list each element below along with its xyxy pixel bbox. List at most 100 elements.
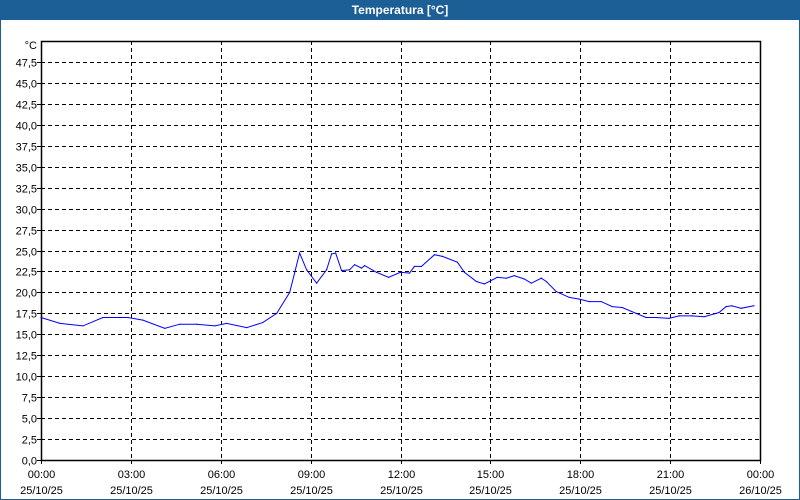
y-tick-label: 7,5 (22, 393, 37, 405)
data-point (246, 326, 248, 329)
y-tick-label: 20,0 (16, 288, 37, 300)
data-point (179, 323, 181, 325)
data-point (463, 271, 466, 273)
y-tick-label: 12,5 (16, 351, 37, 363)
x-tick-date-label: 25/10/25 (20, 485, 63, 497)
y-tick-label: 40,0 (16, 121, 37, 133)
y-tick-label: 42,5 (16, 100, 37, 112)
data-point (420, 265, 423, 268)
data-point (413, 265, 416, 268)
y-tick-label: 37,5 (16, 142, 37, 154)
data-point (196, 323, 198, 325)
x-tick-time-label: 03:00 (118, 469, 146, 481)
x-tick-time-label: 21:00 (657, 469, 685, 481)
y-tick-label: 17,5 (16, 309, 37, 321)
data-point (668, 317, 670, 319)
y-tick-label: 22,5 (16, 267, 37, 279)
x-tick-date-label: 25/10/25 (200, 485, 243, 497)
y-tick-label: 47,5 (16, 58, 37, 70)
data-point (555, 290, 557, 293)
y-tick-label: 32,5 (16, 184, 37, 196)
data-point (340, 270, 343, 272)
data-point (718, 311, 720, 314)
y-tick-label: 30,0 (16, 205, 37, 217)
data-point (142, 319, 144, 321)
data-point (645, 316, 647, 319)
data-point (691, 315, 693, 317)
data-point (578, 298, 580, 300)
data-point (164, 327, 166, 330)
y-tick-label: 10,0 (16, 372, 37, 384)
x-tick-date-label: 25/10/25 (290, 485, 333, 497)
data-point (540, 277, 542, 279)
data-point (456, 261, 459, 263)
data-point (330, 253, 333, 255)
data-point (40, 316, 42, 319)
y-tick-label: 2,5 (22, 435, 37, 447)
data-point (753, 305, 755, 307)
y-tick-label: 15,0 (16, 330, 37, 342)
data-point (611, 306, 613, 308)
plot-frame (40, 40, 762, 462)
x-tick-time-label: 00:00 (28, 469, 56, 481)
data-point (387, 276, 390, 278)
data-point (276, 312, 278, 314)
y-tick-label: 5,0 (22, 414, 37, 426)
x-tick-time-label: 06:00 (208, 469, 236, 481)
data-point (635, 312, 637, 314)
temperature-series-line (40, 251, 755, 329)
data-point (740, 307, 742, 309)
data-point (530, 282, 532, 284)
data-point (82, 325, 84, 327)
y-tick-label: 35,0 (16, 163, 37, 175)
y-tick-label: 0,0 (22, 456, 37, 468)
data-point (262, 321, 264, 324)
x-tick-time-label: 09:00 (298, 469, 326, 481)
data-point (353, 264, 356, 266)
data-point (441, 255, 444, 257)
data-point (289, 291, 291, 293)
data-point (59, 322, 61, 325)
y-axis-unit-label: °C (25, 40, 37, 52)
data-point (316, 282, 318, 284)
data-point (545, 280, 547, 283)
data-point (226, 322, 228, 325)
data-point (703, 316, 705, 318)
x-tick-date-label: 25/10/25 (559, 485, 602, 497)
data-point (655, 316, 657, 319)
data-point (483, 283, 485, 285)
x-tick-time-label: 15:00 (477, 469, 505, 481)
data-point (360, 267, 363, 269)
data-point (678, 315, 680, 317)
data-point (433, 254, 436, 256)
data-point (375, 271, 378, 273)
y-tick-label: 27,5 (16, 226, 37, 238)
y-tick-label: 25,0 (16, 247, 37, 259)
x-tick-date-label: 26/10/25 (739, 485, 782, 497)
data-point (731, 305, 733, 307)
data-point (600, 301, 602, 303)
chart-title-bar: Temperatura [°C] (0, 0, 800, 20)
data-point (127, 316, 129, 319)
data-point (348, 269, 351, 271)
y-tick-label: 45,0 (16, 79, 37, 91)
data-point (621, 306, 623, 309)
data-point (363, 264, 366, 267)
data-point (496, 276, 498, 278)
x-tick-time-label: 00:00 (747, 469, 775, 481)
data-point (214, 325, 216, 327)
data-point (568, 296, 570, 299)
data-point (513, 275, 515, 277)
data-point (523, 278, 525, 280)
data-point (299, 252, 301, 254)
chart-canvas: 0,0 2,5 5,0 7,5 10,0 12,5 15,0 17,5 20,0 22,5 25,0… (1, 20, 799, 499)
data-point (334, 252, 337, 254)
data-point (326, 269, 328, 271)
x-tick-time-label: 12:00 (388, 469, 416, 481)
data-point (588, 301, 590, 303)
x-tick-time-label: 18:00 (567, 469, 595, 481)
data-point (102, 316, 104, 319)
temperature-chart: 0,0 2,5 5,0 7,5 10,0 12,5 15,0 17,5 20,0 22,5 25,0… (16, 40, 782, 497)
x-tick-date-label: 25/10/25 (469, 485, 512, 497)
data-point (475, 280, 477, 283)
